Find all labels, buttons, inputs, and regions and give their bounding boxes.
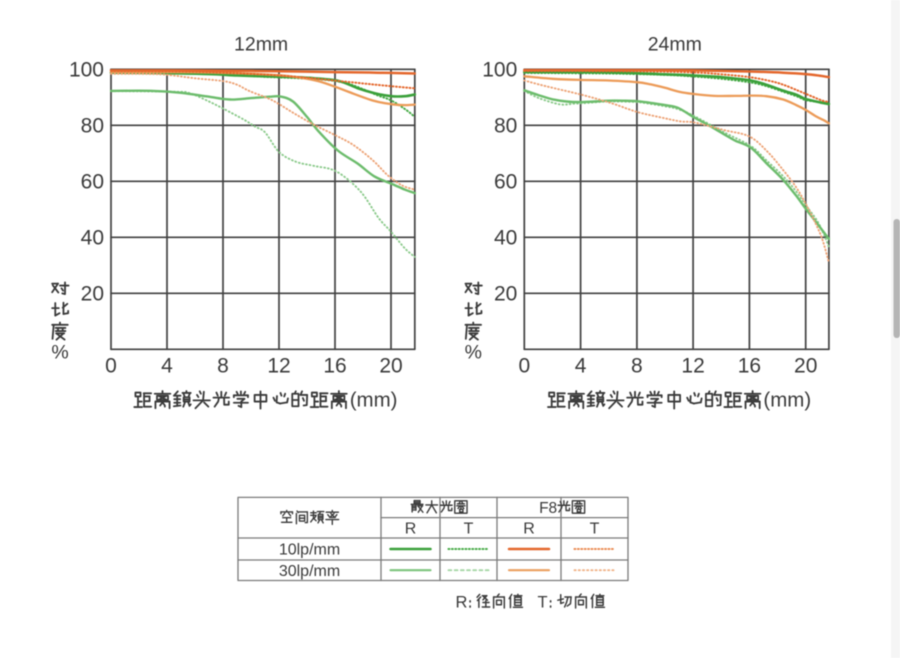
svg-text:0: 0 (105, 355, 117, 378)
svg-text:%: % (51, 342, 68, 364)
svg-text:60: 60 (81, 171, 104, 194)
svg-text:T: T (538, 594, 548, 612)
svg-text:16: 16 (323, 355, 346, 378)
svg-text:24mm: 24mm (648, 34, 702, 56)
svg-text:F8: F8 (539, 500, 557, 517)
svg-text:R: R (456, 594, 468, 612)
svg-text:T: T (590, 520, 600, 537)
svg-text:20: 20 (794, 355, 817, 378)
svg-text:0: 0 (518, 355, 530, 378)
svg-text:R: R (405, 520, 417, 537)
svg-text:12: 12 (267, 355, 290, 378)
svg-text:30lp/mm: 30lp/mm (279, 563, 340, 580)
svg-text:20: 20 (379, 355, 402, 378)
svg-text:12mm: 12mm (234, 34, 288, 56)
svg-text:80: 80 (81, 115, 104, 138)
svg-text:100: 100 (482, 59, 517, 82)
svg-text:100: 100 (69, 59, 104, 82)
svg-text:60: 60 (494, 171, 517, 194)
svg-text:20: 20 (494, 283, 517, 306)
svg-text:80: 80 (494, 115, 517, 138)
svg-text:20: 20 (81, 283, 104, 306)
svg-text:%: % (465, 342, 482, 364)
svg-text:12: 12 (681, 355, 704, 378)
svg-text:T: T (464, 520, 474, 537)
svg-text:8: 8 (631, 355, 643, 378)
svg-text:R: R (523, 520, 535, 537)
svg-text:(mm): (mm) (350, 389, 398, 412)
svg-text:40: 40 (494, 227, 517, 250)
svg-text:10lp/mm: 10lp/mm (279, 542, 340, 559)
svg-text:4: 4 (161, 355, 173, 378)
svg-text:4: 4 (575, 355, 587, 378)
svg-text:40: 40 (81, 227, 104, 250)
svg-text:(mm): (mm) (763, 389, 811, 412)
svg-text:8: 8 (217, 355, 229, 378)
svg-text:16: 16 (738, 355, 761, 378)
